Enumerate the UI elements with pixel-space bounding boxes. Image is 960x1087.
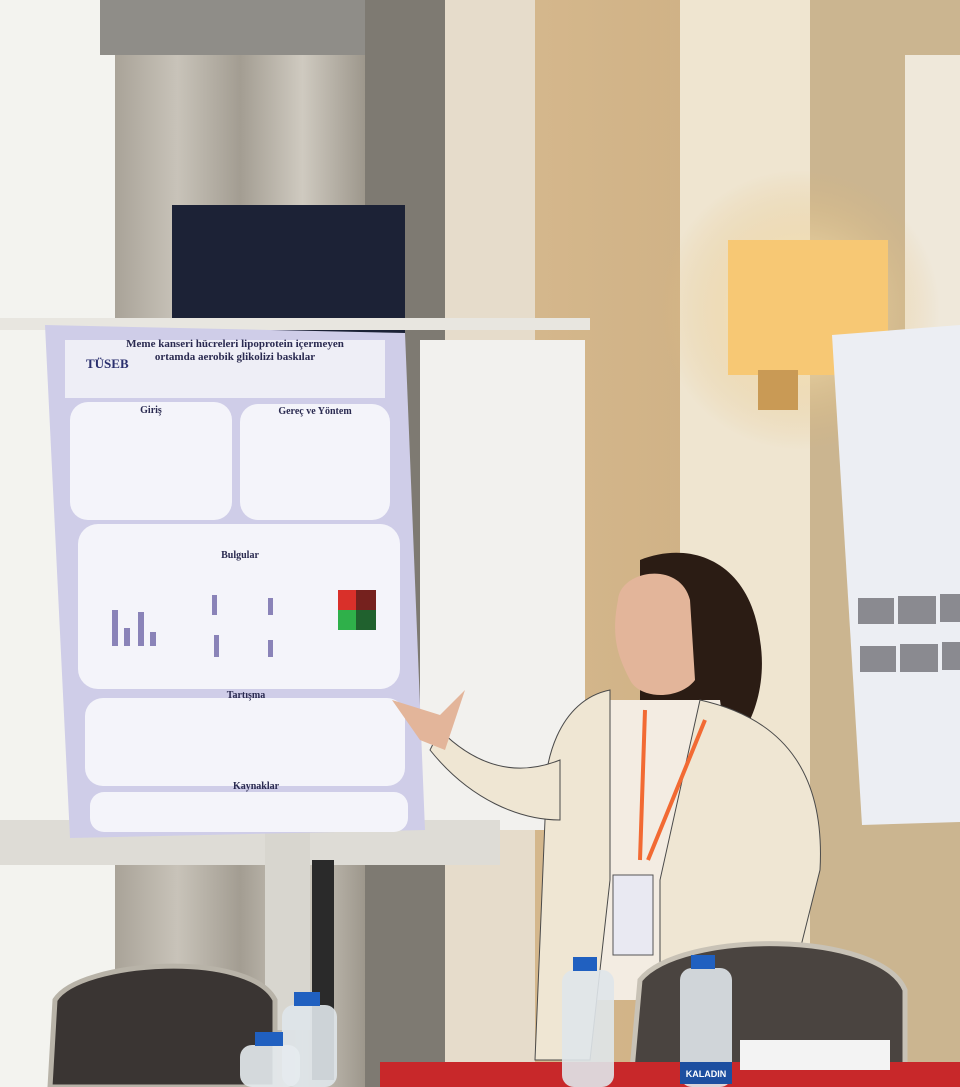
presenter (392, 552, 821, 1061)
section-title: Giriş (140, 405, 162, 416)
bottle-label-text: KALADIN (686, 1069, 727, 1079)
shape (112, 610, 118, 646)
shape (150, 632, 156, 646)
lamp-base (758, 370, 798, 410)
poster-right-figures (858, 594, 960, 672)
section-title: Kaynaklar (233, 781, 280, 792)
section-box (70, 402, 232, 520)
bottles: KALADIN (240, 955, 732, 1087)
face (615, 573, 695, 695)
jacket-right (659, 699, 821, 991)
arm (429, 729, 561, 821)
shape (900, 644, 938, 672)
poster-header (65, 340, 385, 398)
section-box (240, 404, 390, 520)
badge (612, 874, 654, 956)
bottle (562, 970, 614, 1087)
monitor (172, 205, 405, 333)
poster-right (832, 325, 960, 825)
shape (860, 646, 896, 672)
section-title: Tartışma (227, 690, 266, 701)
shape (124, 628, 130, 646)
poster-figures (112, 595, 273, 657)
bottle-cap (255, 1032, 283, 1046)
papers (740, 1040, 890, 1070)
poster-title-box: Meme kanseri hücreleri lipoprotein içerm… (126, 338, 344, 363)
section-box (78, 524, 400, 689)
poster: TÜSEB Meme kanseri hücreleri lipoprotein… (45, 325, 425, 838)
bottle-cap (294, 992, 320, 1006)
bottle (240, 1045, 300, 1087)
curtain-valance (100, 0, 365, 55)
section-box (85, 698, 405, 786)
section-title: Gereç ve Yöntem (278, 406, 352, 417)
section-title: Bulgular (221, 550, 259, 561)
bottle-cap (573, 957, 597, 971)
poster-title: Meme kanseri hücreleri lipoprotein içerm… (126, 338, 344, 363)
shape (268, 598, 273, 615)
shape (212, 595, 217, 615)
bottle-cap (691, 955, 715, 969)
bottle (680, 968, 732, 1087)
lanyard (638, 709, 707, 861)
chair (47, 963, 278, 1087)
section-box (90, 792, 408, 832)
bottle-label (680, 1062, 732, 1084)
shape (898, 596, 936, 624)
hand (392, 690, 465, 750)
board-frame (0, 318, 590, 330)
shape (942, 642, 960, 670)
shape (858, 598, 894, 624)
shape (940, 594, 960, 622)
shape (138, 612, 144, 646)
heatmap (356, 590, 376, 630)
poster-logo: TÜSEB (86, 356, 129, 371)
shape (268, 640, 273, 657)
shape (214, 635, 219, 657)
